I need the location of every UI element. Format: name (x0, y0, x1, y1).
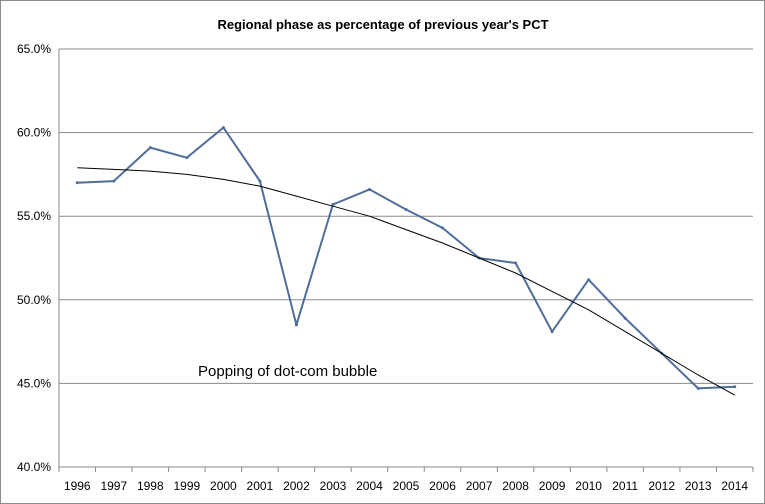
axis-layer (58, 49, 754, 472)
data-point-2013 (696, 386, 700, 390)
x-tick-label-1999: 1999 (173, 479, 200, 493)
y-tick-label: 60.0% (17, 126, 51, 140)
data-point-2002 (294, 323, 298, 327)
y-tick-label: 65.0% (17, 42, 51, 56)
data-point-2011 (623, 316, 627, 320)
x-tick-label-2010: 2010 (575, 479, 602, 493)
data-point-1996 (75, 181, 79, 185)
data-point-2009 (550, 330, 554, 334)
y-tick-label: 50.0% (17, 293, 51, 307)
x-tick-label-2013: 2013 (685, 479, 712, 493)
x-tick-label-2009: 2009 (539, 479, 566, 493)
x-tick-label-1998: 1998 (137, 479, 164, 493)
data-point-2006 (441, 226, 445, 230)
data-point-1997 (112, 179, 116, 183)
y-axis-tick-labels: 40.0% 45.0% 50.0% 55.0% 60.0% 65.0% (17, 42, 51, 474)
x-tick-label-2001: 2001 (247, 479, 274, 493)
x-tick-label-2004: 2004 (356, 479, 383, 493)
data-point-2010 (587, 278, 591, 282)
x-tick-label-2006: 2006 (429, 479, 456, 493)
data-point-1998 (148, 146, 152, 150)
y-tick-label: 55.0% (17, 209, 51, 223)
x-tick-label-2002: 2002 (283, 479, 310, 493)
x-tick-label-2000: 2000 (210, 479, 237, 493)
data-point-2008 (514, 261, 518, 265)
series-line-regional-phase (77, 126, 735, 390)
x-tick-label-1997: 1997 (100, 479, 127, 493)
x-tick-label-2003: 2003 (320, 479, 347, 493)
y-tick-label: 40.0% (17, 460, 51, 474)
annotation-dot-com-bubble: Popping of dot-com bubble (198, 363, 377, 380)
data-point-2003 (331, 202, 335, 206)
chart-title: Regional phase as percentage of previous… (217, 17, 548, 32)
x-tick-label-2014: 2014 (721, 479, 748, 493)
grid-layer (59, 48, 753, 468)
x-tick-label-2012: 2012 (648, 479, 675, 493)
trendline (77, 167, 735, 396)
x-tick-label-2008: 2008 (502, 479, 529, 493)
data-point-2004 (367, 187, 371, 191)
x-axis-tick-labels: 1996 1997 1998 1999 2000 2001 2002 2003 2004 2005… (64, 479, 748, 493)
x-tick-label-2005: 2005 (393, 479, 420, 493)
x-tick-label-2007: 2007 (466, 479, 493, 493)
data-point-2005 (404, 208, 408, 212)
y-tick-label: 45.0% (17, 376, 51, 390)
x-tick-label-1996: 1996 (64, 479, 91, 493)
data-point-2014 (733, 385, 737, 389)
series-layer (75, 126, 737, 396)
data-point-1999 (185, 156, 189, 160)
data-point-2001 (258, 179, 262, 183)
x-tick-label-2011: 2011 (612, 479, 638, 493)
data-point-2000 (221, 126, 225, 130)
